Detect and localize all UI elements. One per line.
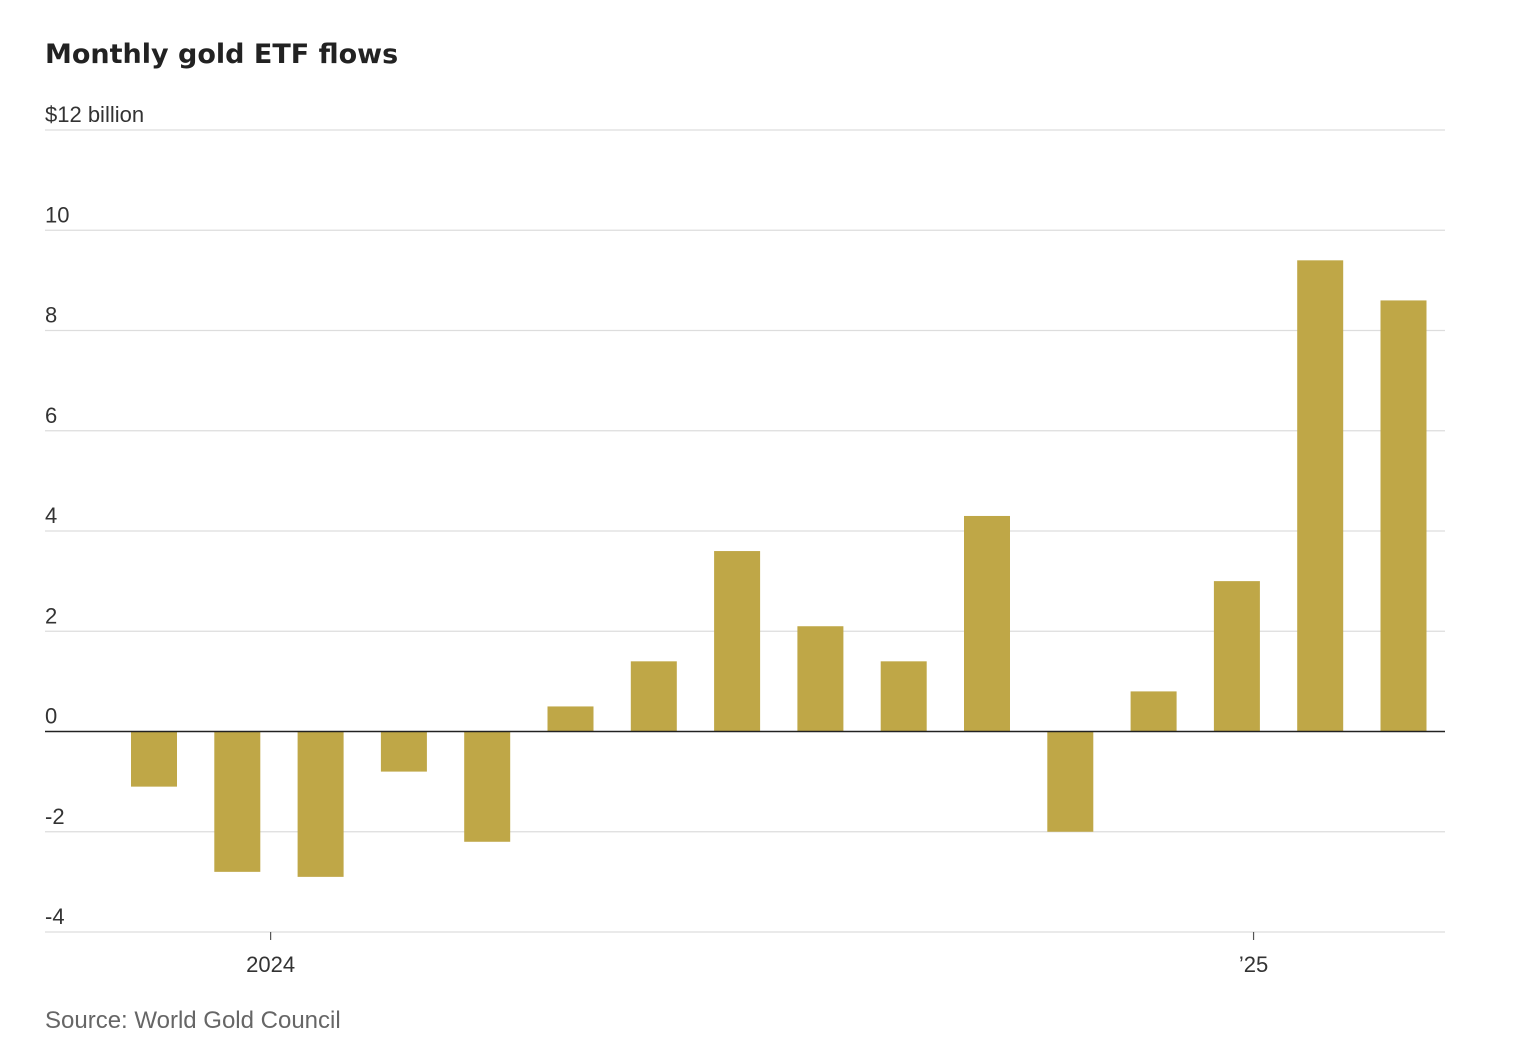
bar bbox=[964, 515, 1010, 732]
y-tick-label: $12 billion bbox=[45, 102, 144, 127]
x-tick-labels: 2024 ’25 bbox=[246, 952, 1268, 977]
bar bbox=[214, 731, 261, 872]
y-tick-label: 8 bbox=[45, 303, 57, 328]
bar bbox=[630, 661, 677, 732]
bar bbox=[464, 731, 511, 842]
bar bbox=[1213, 581, 1260, 732]
x-tick-label: ’25 bbox=[1239, 952, 1268, 977]
source-note: Source: World Gold Council bbox=[45, 1007, 341, 1034]
bar bbox=[1380, 300, 1427, 732]
y-tick-label: -2 bbox=[45, 804, 65, 829]
bar bbox=[1297, 260, 1344, 732]
bar bbox=[880, 661, 927, 732]
y-tick-label: 0 bbox=[45, 704, 57, 729]
bar bbox=[1047, 731, 1094, 832]
y-tick-labels: $12 billion 10 8 6 4 2 0 -2 -4 bbox=[45, 102, 144, 929]
bar bbox=[297, 731, 344, 877]
bar bbox=[714, 551, 761, 732]
y-tick-label: 2 bbox=[45, 603, 57, 628]
y-tick-label: -4 bbox=[45, 904, 65, 929]
chart-title: Monthly gold ETF flows bbox=[45, 39, 398, 70]
y-tick-label: 6 bbox=[45, 403, 57, 428]
y-tick-label: 4 bbox=[45, 503, 57, 528]
bar bbox=[797, 626, 844, 732]
bar bbox=[131, 731, 177, 787]
bars bbox=[131, 260, 1427, 877]
x-tick-label: 2024 bbox=[246, 952, 295, 977]
bar bbox=[547, 706, 594, 732]
bar bbox=[380, 731, 427, 772]
bar bbox=[1130, 691, 1177, 732]
y-tick-label: 10 bbox=[45, 202, 69, 227]
axes bbox=[45, 730, 1445, 940]
